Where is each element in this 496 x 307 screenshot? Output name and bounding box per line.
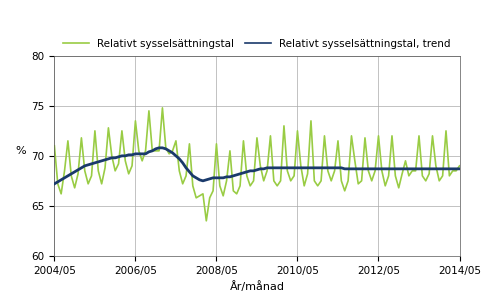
Relativt sysselsättningstal, trend xyxy=(456,167,462,171)
Relativt sysselsättningstal xyxy=(52,144,58,148)
X-axis label: År/månad: År/månad xyxy=(230,281,284,292)
Relativt sysselsättningstal xyxy=(230,189,236,193)
Relativt sysselsättningstal, trend xyxy=(156,146,162,150)
Relativt sysselsättningstal, trend xyxy=(433,167,439,171)
Legend: Relativt sysselsättningstal, Relativt sysselsättningstal, trend: Relativt sysselsättningstal, Relativt sy… xyxy=(59,35,455,53)
Relativt sysselsättningstal, trend xyxy=(227,175,233,179)
Relativt sysselsättningstal xyxy=(203,219,209,223)
Y-axis label: %: % xyxy=(15,146,26,156)
Relativt sysselsättningstal, trend xyxy=(328,166,334,170)
Relativt sysselsättningstal xyxy=(332,169,338,173)
Relativt sysselsättningstal xyxy=(456,164,462,168)
Relativt sysselsättningstal xyxy=(159,106,165,110)
Relativt sysselsättningstal, trend xyxy=(146,150,152,154)
Relativt sysselsättningstal xyxy=(311,179,317,183)
Line: Relativt sysselsättningstal: Relativt sysselsättningstal xyxy=(55,108,459,221)
Relativt sysselsättningstal, trend xyxy=(308,166,314,170)
Relativt sysselsättningstal xyxy=(146,109,152,113)
Relativt sysselsättningstal xyxy=(92,129,98,133)
Line: Relativt sysselsättningstal, trend: Relativt sysselsättningstal, trend xyxy=(55,148,459,184)
Relativt sysselsättningstal, trend xyxy=(52,182,58,186)
Relativt sysselsättningstal xyxy=(436,179,442,183)
Relativt sysselsättningstal, trend xyxy=(92,161,98,165)
